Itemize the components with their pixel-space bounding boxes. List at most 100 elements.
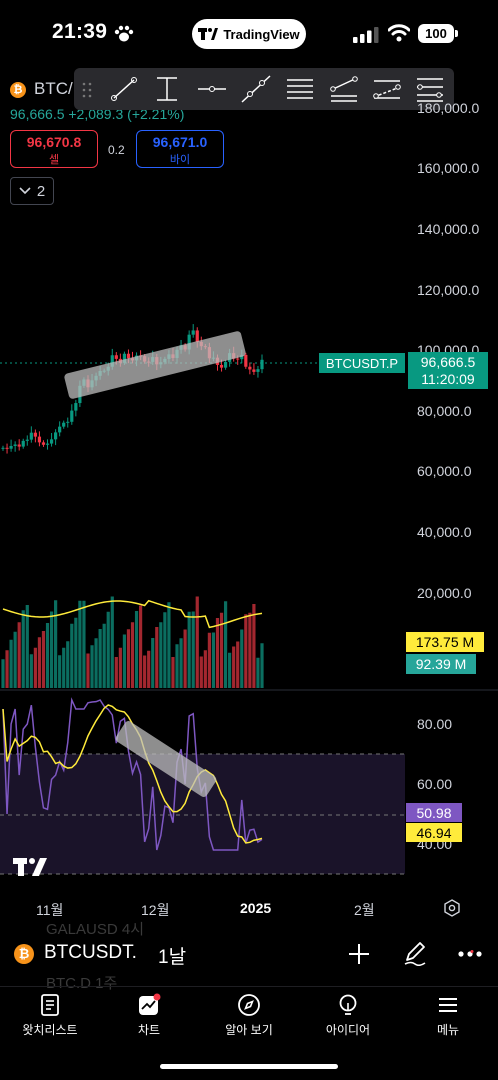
candle-body <box>191 330 195 335</box>
tradingview-pill[interactable]: TradingView <box>192 19 306 49</box>
volume-bar <box>74 617 78 688</box>
regression-trend-tool-icon[interactable] <box>328 74 360 104</box>
volume-bar <box>163 612 167 688</box>
cross-line-tool-icon[interactable] <box>151 74 183 104</box>
volume-bar <box>134 611 139 688</box>
candle-body <box>17 444 21 447</box>
volume-bar <box>66 641 70 688</box>
volume-bar <box>70 623 74 688</box>
volume-bar <box>122 634 127 688</box>
volume-bar <box>252 604 256 688</box>
nav-chart[interactable]: 차트 <box>99 993 199 1038</box>
chart-settings-icon[interactable] <box>443 899 461 917</box>
parallel-channel-tool-icon[interactable] <box>284 74 316 104</box>
price-chart[interactable] <box>0 0 498 920</box>
plus-icon[interactable] <box>348 943 370 965</box>
candle-body <box>1 447 5 449</box>
flat-top-bottom-tool-icon[interactable] <box>371 74 403 104</box>
symbol-title[interactable]: BTC/ <box>34 79 73 98</box>
volume-bar <box>114 657 118 688</box>
rsi-axis-label: 60.00 <box>417 776 453 792</box>
candle-body <box>248 366 252 370</box>
volume-bar <box>138 605 143 688</box>
candle-body <box>45 443 50 445</box>
volume-bar <box>62 647 66 688</box>
price-axis-label: 160,000.0 <box>417 160 480 176</box>
candle-body <box>252 369 256 372</box>
volume-bar <box>106 611 110 688</box>
nav-explore[interactable]: 알아 보기 <box>199 993 299 1038</box>
volume-bar <box>90 645 94 688</box>
volume-bar <box>1 659 5 688</box>
menu-icon <box>439 998 457 1012</box>
candle-body <box>9 445 13 449</box>
candle-body <box>70 410 74 422</box>
highlight-rsi-drawing[interactable] <box>114 720 218 799</box>
sell-button[interactable]: 96,670.8 셀 <box>10 130 98 168</box>
watchlist-ghost-item: BTC.D 1주 <box>46 975 118 992</box>
home-indicator <box>160 1064 338 1069</box>
last-price-tag: 96,666.5 11:20:09 <box>408 352 488 389</box>
volume-bar <box>29 654 33 688</box>
volume-bar <box>211 632 216 688</box>
volume-bar <box>102 623 106 688</box>
wifi-icon <box>388 24 410 42</box>
rsi-line <box>2 697 263 851</box>
tradingview-watermark-icon <box>13 858 47 876</box>
price-axis-label: 80,000.0 <box>417 403 472 419</box>
volume-bar <box>236 641 240 688</box>
drag-handle-icon[interactable] <box>82 82 92 98</box>
candle-body <box>41 442 46 445</box>
nav-menu[interactable]: 메뉴 <box>398 993 498 1038</box>
volume-bar <box>155 627 159 688</box>
volume-bar <box>215 618 220 688</box>
buy-button[interactable]: 96,671.0 바이 <box>136 130 224 168</box>
cellular-signal-icon <box>353 27 379 43</box>
volume-bar <box>86 653 90 688</box>
candle-body <box>260 359 264 370</box>
highlight-channel-drawing[interactable] <box>64 330 247 399</box>
tradingview-logo-icon <box>198 28 219 40</box>
rsi-ma-tag: 46.94 <box>406 823 462 842</box>
drawing-pen-icon[interactable] <box>403 940 427 966</box>
nav-ideas-label: 아이디어 <box>325 1023 371 1037</box>
trend-line-tool-icon[interactable] <box>108 74 140 104</box>
candle-body <box>37 436 42 443</box>
lightbulb-icon <box>339 994 357 1015</box>
volume-bar <box>248 612 252 688</box>
extended-line-tool-icon[interactable] <box>240 74 272 104</box>
disjoint-channel-tool-icon[interactable] <box>414 74 446 104</box>
interval-selector[interactable]: 1날 <box>158 947 187 968</box>
volume-bar <box>260 643 264 688</box>
candle-body <box>21 440 25 447</box>
price-axis-label: 60,000.0 <box>417 463 472 479</box>
candle-body <box>13 444 17 446</box>
candle-body <box>195 330 199 342</box>
bar-countdown: 11:20:09 <box>421 371 475 387</box>
collapse-indicators-button[interactable]: 2 <box>10 177 54 205</box>
volume-bar <box>191 611 195 688</box>
volume-bar <box>151 638 155 688</box>
volume-bar <box>228 652 232 688</box>
nav-ideas[interactable]: 아이디어 <box>298 993 398 1038</box>
more-options-icon[interactable] <box>458 950 482 958</box>
symbol-selector[interactable]: BTCUSDT. <box>44 942 137 963</box>
volume-tag: 92.39 M <box>406 654 476 674</box>
candle-body <box>66 421 70 423</box>
volume-ma-line <box>2 599 263 629</box>
bitcoin-icon: ₿ <box>14 944 34 964</box>
buy-price: 96,671.0 <box>152 134 208 150</box>
horizontal-ray-tool-icon[interactable] <box>196 74 228 104</box>
candle-body <box>62 422 66 427</box>
time-axis-label: 11월 <box>36 902 64 918</box>
nav-watchlist[interactable]: 왓치리스트 <box>0 993 100 1038</box>
candle-body <box>110 355 114 367</box>
volume-bar <box>94 638 98 688</box>
volume-bar <box>171 657 175 688</box>
candle-body <box>49 439 54 444</box>
rsi-axis-label: 80.00 <box>417 716 453 732</box>
candle-body <box>74 403 78 411</box>
tradingview-label: TradingView <box>223 26 300 42</box>
volume-bar <box>147 650 151 688</box>
status-time: 21:39 <box>52 20 108 43</box>
